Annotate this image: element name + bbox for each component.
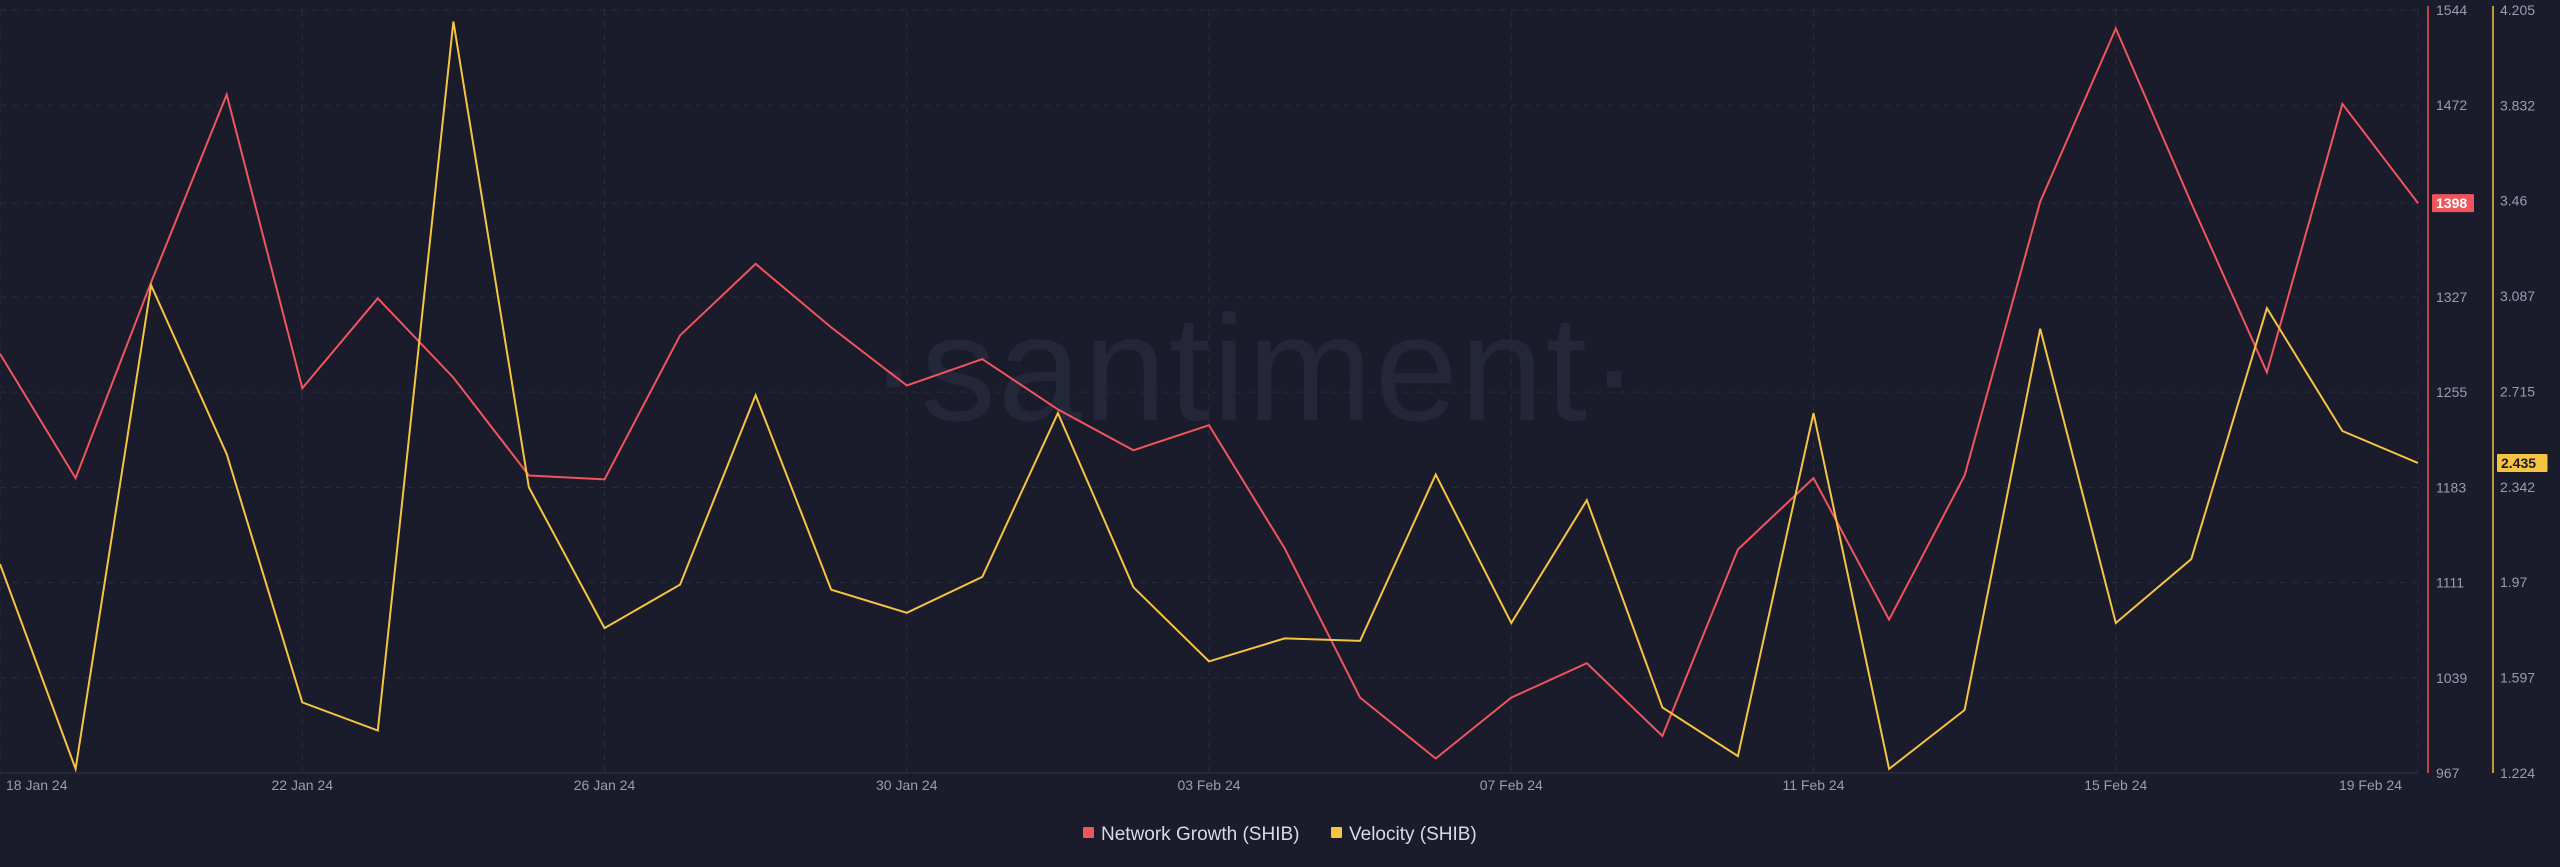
axes: 1544 1472 1398 1327 1255 1183 1111 1039 967 4.205… bbox=[0, 2, 2548, 793]
x-tick-label: 11 Feb 24 bbox=[1782, 777, 1844, 793]
legend[interactable]: Network Growth (SHIB) Velocity (SHIB) bbox=[1083, 824, 1477, 845]
x-tick-label: 15 Feb 24 bbox=[2084, 777, 2147, 793]
y-right-tick-label: 4.205 bbox=[2500, 2, 2535, 18]
y-left-tick-label: 1327 bbox=[2436, 289, 2467, 305]
x-tick-label: 30 Jan 24 bbox=[876, 777, 938, 793]
legend-velocity-label[interactable]: Velocity (SHIB) bbox=[1349, 824, 1477, 845]
series-layer bbox=[0, 21, 2419, 773]
network-growth-line bbox=[0, 25, 2419, 760]
y-right-tick-label: 2.342 bbox=[2500, 479, 2535, 495]
y-left-tick-label: 1255 bbox=[2436, 384, 2467, 400]
santiment-watermark: ·santiment· bbox=[869, 284, 1641, 452]
legend-network-growth-swatch[interactable] bbox=[1083, 827, 1094, 838]
y-right-tick-label: 3.46 bbox=[2500, 193, 2527, 209]
network-growth-current-badge: 1398 bbox=[2436, 195, 2467, 211]
y-left-tick-label: 1472 bbox=[2436, 97, 2467, 113]
legend-network-growth-label[interactable]: Network Growth (SHIB) bbox=[1101, 824, 1299, 845]
x-tick-label: 19 Feb 24 bbox=[2339, 777, 2402, 793]
y-left-tick-label: 1544 bbox=[2436, 2, 2467, 18]
y-right-tick-label: 1.224 bbox=[2500, 765, 2535, 781]
velocity-current-badge-bg bbox=[2497, 454, 2548, 473]
y-right-tick-label: 2.715 bbox=[2500, 383, 2535, 399]
velocity-line bbox=[0, 21, 2419, 773]
y-left-tick-label: 1039 bbox=[2436, 670, 2467, 686]
legend-velocity-swatch[interactable] bbox=[1331, 827, 1342, 838]
y-right-tick-label: 1.97 bbox=[2500, 574, 2527, 590]
x-tick-label: 18 Jan 24 bbox=[6, 777, 68, 793]
y-left-tick-label: 1183 bbox=[2436, 479, 2466, 495]
y-right-tick-label: 3.087 bbox=[2500, 288, 2535, 304]
y-right-tick-label: 3.832 bbox=[2500, 97, 2535, 113]
network-growth-current-badge-bg bbox=[2432, 194, 2474, 213]
x-tick-label: 03 Feb 24 bbox=[1177, 777, 1240, 793]
velocity-current-badge: 2.435 bbox=[2501, 455, 2536, 471]
y-left-tick-label: 967 bbox=[2436, 765, 2460, 781]
y-left-tick-label: 1111 bbox=[2436, 575, 2464, 591]
y-right-tick-label: 1.597 bbox=[2500, 670, 2535, 686]
x-tick-label: 26 Jan 24 bbox=[574, 777, 636, 793]
x-tick-label: 22 Jan 24 bbox=[272, 777, 334, 793]
x-tick-label: 07 Feb 24 bbox=[1480, 777, 1543, 793]
